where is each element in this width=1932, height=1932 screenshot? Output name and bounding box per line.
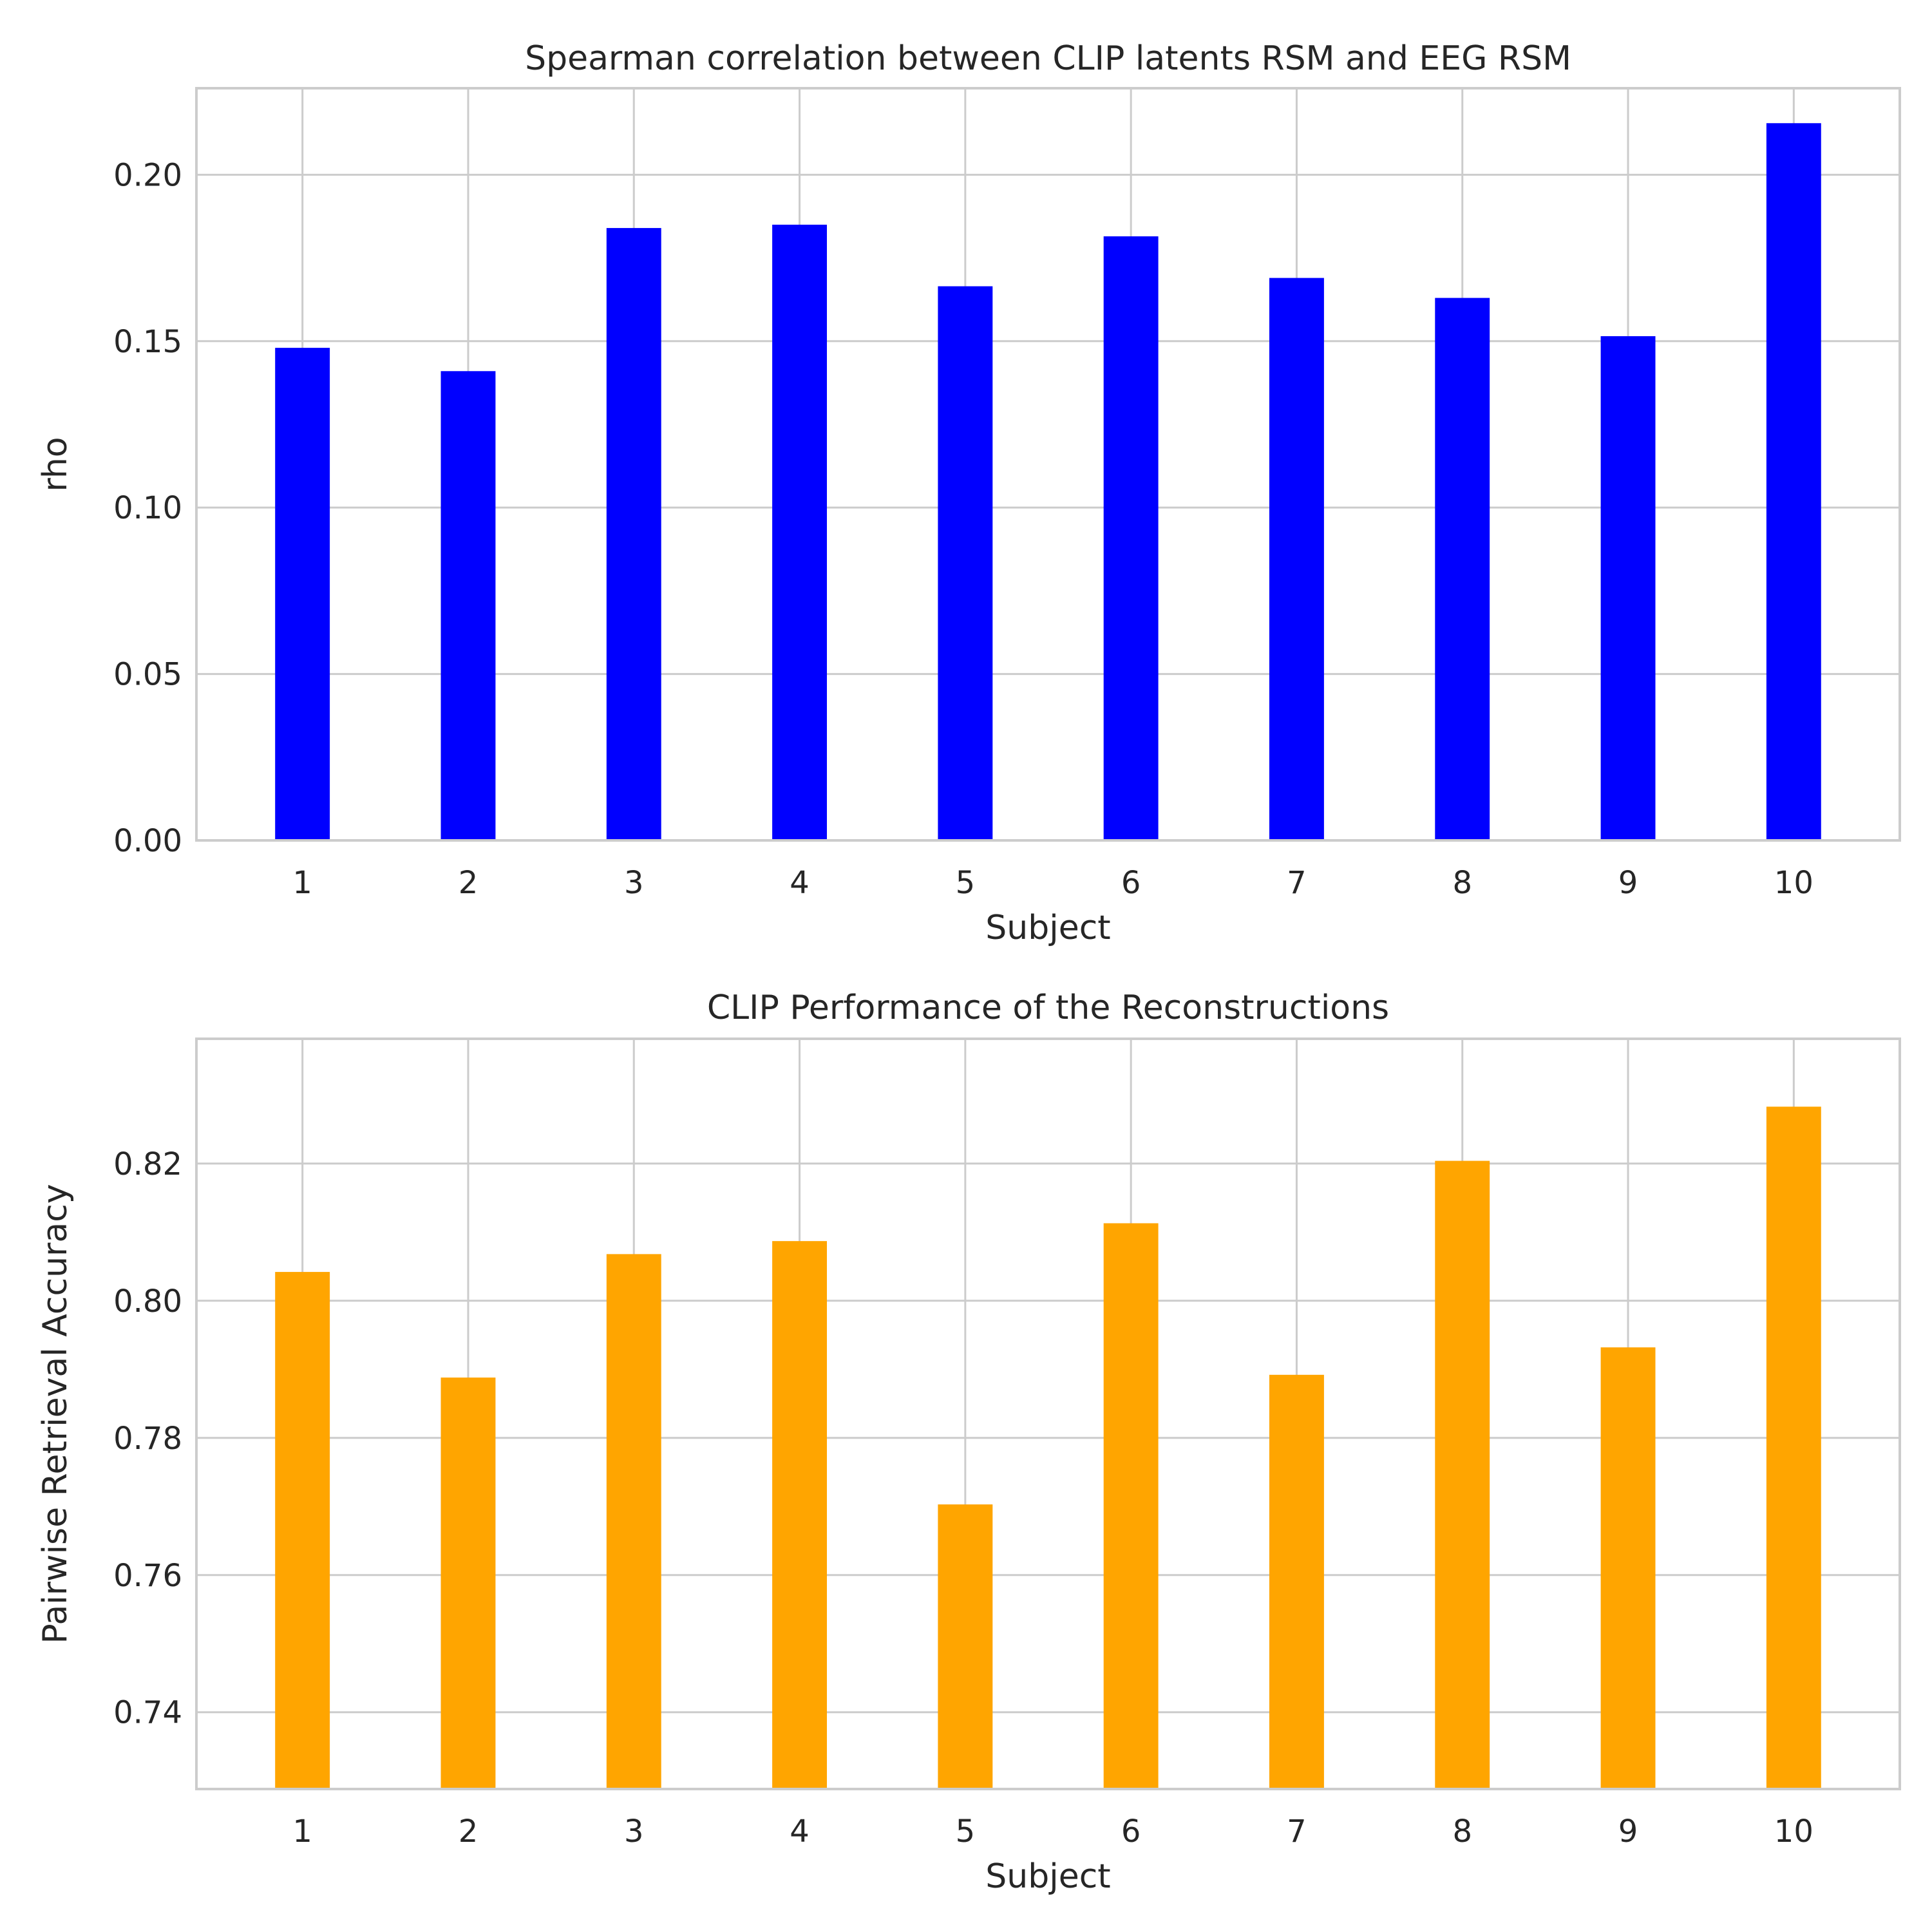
- rsm-bar: [938, 286, 993, 841]
- clip-xtick-label: 8: [1452, 1814, 1472, 1850]
- clip-xtick-label: 9: [1618, 1814, 1638, 1850]
- rsm-xtick-label: 7: [1287, 865, 1307, 901]
- clip-xtick-label: 4: [790, 1814, 810, 1850]
- rsm-ytick-label: 0.05: [113, 657, 182, 693]
- rsm-xtick-label: 3: [624, 865, 644, 901]
- rsm-ytick-label: 0.10: [113, 490, 182, 526]
- clip-ytick-label: 0.76: [113, 1558, 182, 1594]
- rsm-bar: [275, 348, 330, 840]
- rsm-bar: [1269, 278, 1324, 840]
- clip-bar: [938, 1504, 993, 1789]
- clip-xtick-label: 6: [1121, 1814, 1141, 1850]
- clip-bar: [440, 1378, 496, 1789]
- rsm-ytick-label: 0.00: [113, 823, 182, 859]
- clip-xtick-label: 10: [1774, 1814, 1814, 1850]
- clip-chart-title: CLIP Performance of the Reconstructions: [707, 989, 1389, 1027]
- rsm-xtick-label: 8: [1452, 865, 1472, 901]
- clip-x-axis-label: Subject: [985, 1857, 1110, 1896]
- rsm-ytick-label: 0.20: [113, 157, 182, 193]
- rsm-bar: [1103, 236, 1159, 840]
- rsm-bar: [606, 228, 661, 840]
- clip-bar: [1766, 1106, 1821, 1789]
- rsm-bar: [772, 224, 828, 840]
- rsm-xtick-label: 4: [790, 865, 810, 901]
- clip-xtick-label: 7: [1287, 1814, 1307, 1850]
- rsm-bar: [1600, 336, 1656, 840]
- clip-bar: [1103, 1223, 1159, 1789]
- rsm-chart: 0.00 0.05 0.10 0.15 0.20 1 2 3 4 5 6 7 8 9 10 Spearman …: [36, 39, 1901, 947]
- clip-y-axis-label: Pairwise Retrieval Accuracy: [36, 1184, 75, 1643]
- clip-ytick-label: 0.78: [113, 1421, 182, 1457]
- clip-bar: [1600, 1347, 1656, 1789]
- clip-bar: [772, 1241, 828, 1789]
- rsm-bar: [440, 371, 496, 840]
- rsm-chart-title: Spearman correlation between CLIP latent…: [525, 39, 1571, 78]
- clip-xtick-label: 5: [956, 1814, 976, 1850]
- clip-ytick-label: 0.80: [113, 1283, 182, 1320]
- rsm-x-axis-label: Subject: [985, 909, 1110, 947]
- clip-xtick-label: 3: [624, 1814, 644, 1850]
- clip-chart: 0.74 0.76 0.78 0.80 0.82 1 2 3 4 5 6 7 8 9 10 CLIP Perf…: [36, 989, 1901, 1896]
- rsm-xtick-label: 9: [1618, 865, 1638, 901]
- rsm-ytick-label: 0.15: [113, 324, 182, 360]
- rsm-y-axis-label: rho: [36, 437, 75, 491]
- clip-xtick-label: 1: [292, 1814, 312, 1850]
- clip-xtick-label: 2: [459, 1814, 478, 1850]
- clip-bar: [1269, 1374, 1324, 1789]
- clip-ytick-label: 0.82: [113, 1146, 182, 1182]
- rsm-bar: [1766, 123, 1821, 840]
- clip-bar: [1435, 1160, 1490, 1789]
- clip-plot-frame: [195, 1037, 1901, 1790]
- rsm-xtick-label: 6: [1121, 865, 1141, 901]
- rsm-xtick-label: 10: [1774, 865, 1814, 901]
- rsm-plot-frame: [195, 87, 1901, 842]
- clip-ytick-label: 0.74: [113, 1695, 182, 1731]
- rsm-bar: [1435, 298, 1490, 841]
- clip-bar: [275, 1272, 330, 1789]
- rsm-xtick-label: 1: [292, 865, 312, 901]
- clip-bar: [606, 1254, 661, 1789]
- rsm-xtick-label: 5: [956, 865, 976, 901]
- rsm-xtick-label: 2: [459, 865, 478, 901]
